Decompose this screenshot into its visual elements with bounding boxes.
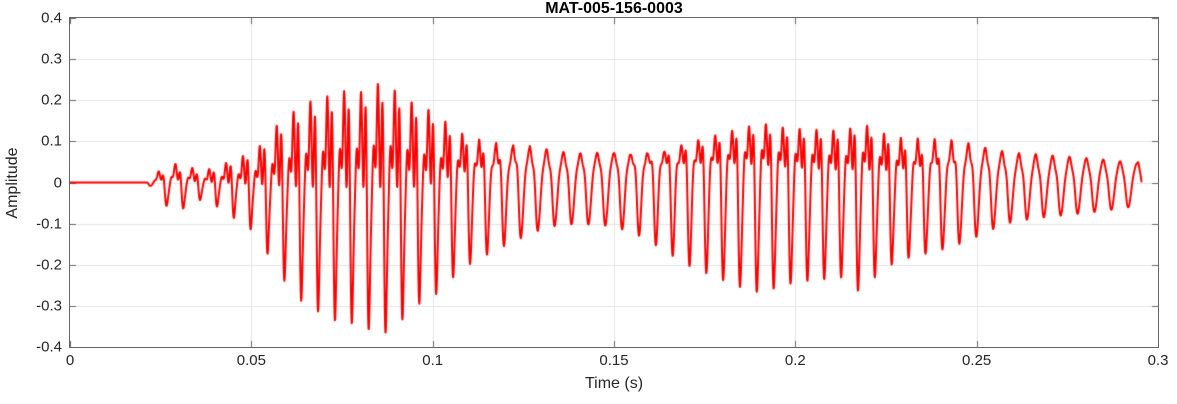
plot-area — [69, 17, 1159, 348]
y-tick-label: -0.3 — [36, 297, 62, 315]
x-tick-label: 0 — [65, 352, 75, 369]
y-tick-label: -0.2 — [36, 256, 62, 274]
x-tick-label: 0.05 — [236, 352, 266, 369]
y-tick-label: -0.1 — [36, 215, 62, 233]
chart-title: MAT-005-156-0003 — [545, 0, 683, 17]
y-tick-label: 0.3 — [41, 50, 62, 68]
waveform-canvas — [70, 18, 1158, 347]
y-axis-label: Amplitude — [4, 147, 21, 219]
y-tick-label: 0.1 — [41, 132, 62, 150]
y-tick-label: -0.4 — [36, 338, 62, 356]
x-tick-label: 0.25 — [962, 352, 992, 369]
y-tick-label: 0.4 — [41, 9, 62, 27]
x-tick-label: 0.3 — [1147, 352, 1169, 369]
x-tick-label: 0.2 — [784, 352, 806, 369]
x-tick-label: 0.15 — [599, 352, 629, 369]
x-axis-label: Time (s) — [584, 375, 644, 392]
x-tick-label: 0.1 — [422, 352, 444, 369]
y-tick-label: 0.2 — [41, 91, 62, 109]
y-tick-label: 0 — [53, 174, 62, 191]
